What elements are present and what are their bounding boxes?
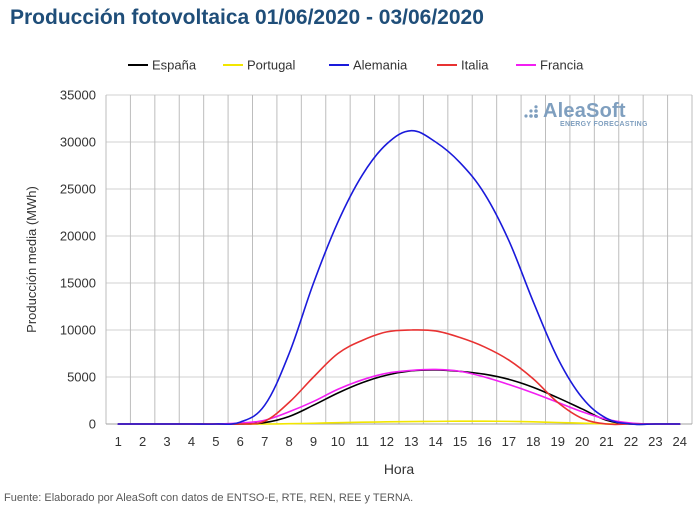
y-tick-label: 15000 xyxy=(60,276,96,291)
legend-label: España xyxy=(152,58,197,73)
x-tick-label: 5 xyxy=(212,434,219,449)
series-lines xyxy=(117,129,681,426)
x-tick-label: 8 xyxy=(286,434,293,449)
source-footnote: Fuente: Elaborado por AleaSoft con datos… xyxy=(4,492,414,504)
x-tick-label: 23 xyxy=(648,434,662,449)
x-tick-label: 6 xyxy=(237,434,244,449)
x-tick-label: 7 xyxy=(261,434,268,449)
x-tick-label: 14 xyxy=(428,434,442,449)
chart-title: Producción fotovoltaica 01/06/2020 - 03/… xyxy=(10,6,484,29)
x-tick-label: 11 xyxy=(356,434,370,449)
x-tick-label: 22 xyxy=(624,434,638,449)
y-tick-label: 5000 xyxy=(67,370,96,385)
x-tick-label: 10 xyxy=(331,434,345,449)
x-tick-label: 21 xyxy=(599,434,613,449)
x-tick-label: 16 xyxy=(477,434,491,449)
legend-label: Francia xyxy=(540,58,584,73)
x-tick-label: 19 xyxy=(550,434,564,449)
y-tick-label: 20000 xyxy=(60,229,96,244)
legend-label: Portugal xyxy=(247,58,296,73)
x-tick-label: 1 xyxy=(115,434,122,449)
x-axis-label: Hora xyxy=(384,461,415,477)
x-tick-label: 18 xyxy=(526,434,540,449)
legend: España Portugal Alemania Italia Francia xyxy=(128,58,584,73)
x-tick-label: 24 xyxy=(673,434,687,449)
legend-label: Alemania xyxy=(353,58,408,73)
y-tick-label: 10000 xyxy=(60,323,96,338)
x-tick-label: 4 xyxy=(188,434,195,449)
y-tick-label: 0 xyxy=(89,417,96,432)
x-tick-label: 20 xyxy=(575,434,589,449)
y-tick-label: 35000 xyxy=(60,88,96,103)
x-tick-label: 12 xyxy=(380,434,394,449)
x-tick-label: 13 xyxy=(404,434,418,449)
logo-tagline: ENERGY FORECASTING xyxy=(560,121,648,128)
series-line-alemania xyxy=(117,129,681,426)
legend-label: Italia xyxy=(461,58,489,73)
x-tick-label: 17 xyxy=(502,434,516,449)
grid-lines xyxy=(105,94,693,425)
logo-text: AleaSoft xyxy=(543,100,626,122)
x-tick-label: 9 xyxy=(310,434,317,449)
y-axis-label: Producción media (MWh) xyxy=(24,186,39,333)
logo-name: AleaSoft xyxy=(524,100,648,123)
x-tick-label: 15 xyxy=(453,434,467,449)
y-tick-label: 25000 xyxy=(60,182,96,197)
x-tick-label: 3 xyxy=(163,434,170,449)
y-tick-label: 30000 xyxy=(60,135,96,150)
logo-dots-icon xyxy=(524,104,538,118)
aleasoft-logo: AleaSoft ENERGY FORECASTING xyxy=(524,100,648,128)
x-tick-label: 2 xyxy=(139,434,146,449)
